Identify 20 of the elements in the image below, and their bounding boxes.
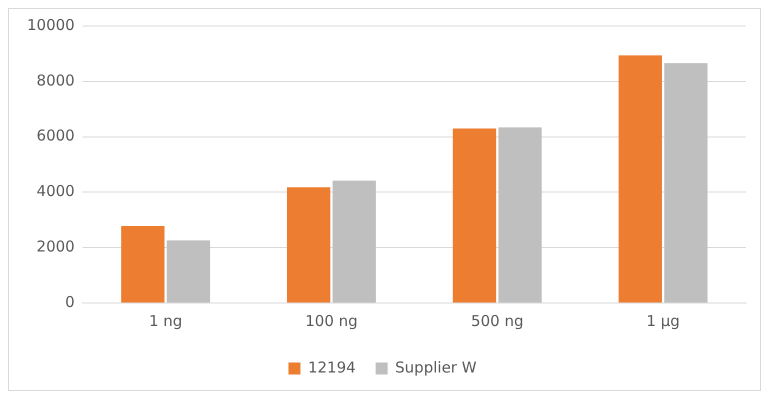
y-tick-label: 2000 — [36, 237, 75, 256]
legend-label: 12194 — [308, 358, 356, 376]
x-tick-label: 500 ng — [471, 312, 524, 330]
bar — [618, 55, 662, 302]
y-tick-label: 8000 — [36, 71, 75, 90]
bar — [498, 127, 542, 302]
bar — [664, 63, 708, 302]
y-tick-label: 6000 — [36, 126, 75, 145]
bar — [452, 128, 496, 302]
bar — [121, 226, 164, 302]
bar — [332, 180, 376, 302]
bar — [286, 187, 330, 302]
bar — [166, 240, 210, 302]
x-tick-label: 1 µg — [646, 312, 680, 330]
y-tick-label: 4000 — [36, 182, 75, 200]
y-tick-label: 10000 — [27, 16, 75, 34]
y-tick-label: 0 — [65, 292, 75, 311]
x-tick-label: 100 ng — [305, 312, 358, 330]
legend-label: Supplier W — [395, 358, 477, 376]
x-tick-label: 1 ng — [148, 312, 182, 330]
